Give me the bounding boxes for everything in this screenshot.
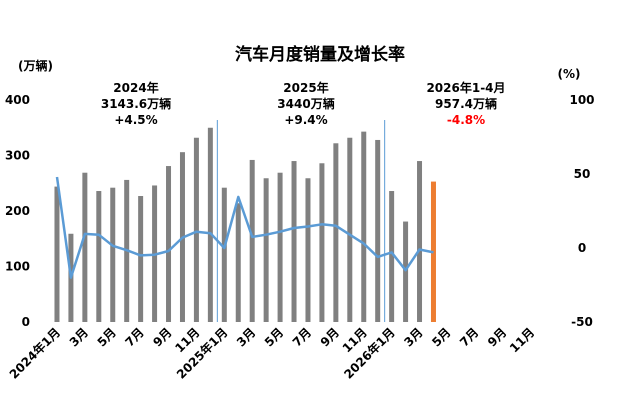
x-tick-label: 9月	[318, 325, 342, 349]
sales-bar	[263, 178, 269, 322]
x-tick-label: 3月	[401, 325, 425, 349]
growth-line	[55, 176, 434, 279]
sales-bar	[305, 178, 311, 322]
x-tick-label: 2024年1月	[6, 325, 63, 382]
sales-bar	[375, 139, 381, 322]
sales-bar	[193, 137, 199, 322]
sales-bar	[207, 127, 213, 322]
period-annotation-2025: 2025年 3440万辆 +9.4%	[277, 80, 334, 127]
x-tick-label: 7月	[122, 325, 146, 349]
period-2024-year: 2024年	[113, 80, 158, 95]
x-tick-label: 9月	[150, 325, 174, 349]
sales-bars	[54, 127, 436, 322]
x-tick-label: 7月	[290, 325, 314, 349]
sales-bar	[138, 196, 144, 322]
left-axis-ticks: 400 300 200 100 0	[5, 93, 30, 329]
period-2025-growth: +9.4%	[284, 113, 327, 127]
right-axis-unit: (%)	[558, 67, 581, 81]
left-tick-label: 100	[5, 260, 30, 274]
x-tick-label: 11月	[507, 325, 537, 355]
year-dividers	[216, 120, 386, 322]
sales-bar	[82, 172, 88, 322]
right-axis-ticks: 100 50 0 -50	[569, 93, 594, 329]
growth-line-path	[55, 176, 434, 279]
sales-bar	[319, 163, 325, 322]
sales-bar	[235, 203, 241, 322]
left-tick-label: 0	[22, 315, 30, 329]
sales-bar	[389, 191, 395, 322]
x-tick-label: 7月	[457, 325, 481, 349]
period-2026-growth: -4.8%	[447, 113, 485, 127]
x-tick-label: 5月	[262, 325, 286, 349]
x-tick-label: 9月	[485, 325, 509, 349]
sales-bar	[277, 172, 283, 322]
left-axis-unit: (万辆)	[18, 58, 53, 73]
right-tick-label: -50	[571, 315, 593, 329]
period-2025-total: 3440万辆	[277, 96, 334, 111]
period-annotation-2024: 2024年 3143.6万辆 +4.5%	[101, 80, 171, 127]
sales-bar	[249, 159, 255, 322]
x-tick-label: 3月	[67, 325, 91, 349]
period-2025-year: 2025年	[283, 80, 328, 95]
period-annotation-2026: 2026年1-4月 957.4万辆 -4.8%	[426, 80, 505, 127]
left-tick-label: 300	[5, 149, 30, 163]
right-tick-label: 100	[569, 93, 594, 107]
right-tick-label: 50	[574, 167, 591, 181]
sales-bar	[96, 191, 102, 322]
right-tick-label: 0	[578, 241, 586, 255]
x-tick-label: 5月	[429, 325, 453, 349]
period-2026-total: 957.4万辆	[435, 96, 497, 111]
sales-bar	[221, 187, 227, 322]
x-tick-label: 5月	[95, 325, 119, 349]
left-tick-label: 200	[5, 204, 30, 218]
x-tick-label: 3月	[234, 325, 258, 349]
sales-bar	[166, 166, 172, 322]
period-2026-year: 2026年1-4月	[426, 80, 505, 95]
chart-title: 汽车月度销量及增长率	[235, 44, 405, 65]
sales-bar	[403, 221, 409, 322]
sales-bar	[110, 187, 116, 322]
period-2024-total: 3143.6万辆	[101, 96, 171, 111]
sales-bar	[333, 143, 339, 322]
sales-bar	[361, 131, 367, 322]
sales-bar	[54, 186, 60, 322]
left-tick-label: 400	[5, 93, 30, 107]
period-2024-growth: +4.5%	[114, 113, 157, 127]
sales-bar	[291, 161, 297, 322]
sales-bar	[417, 161, 423, 322]
sales-bar	[347, 137, 353, 322]
